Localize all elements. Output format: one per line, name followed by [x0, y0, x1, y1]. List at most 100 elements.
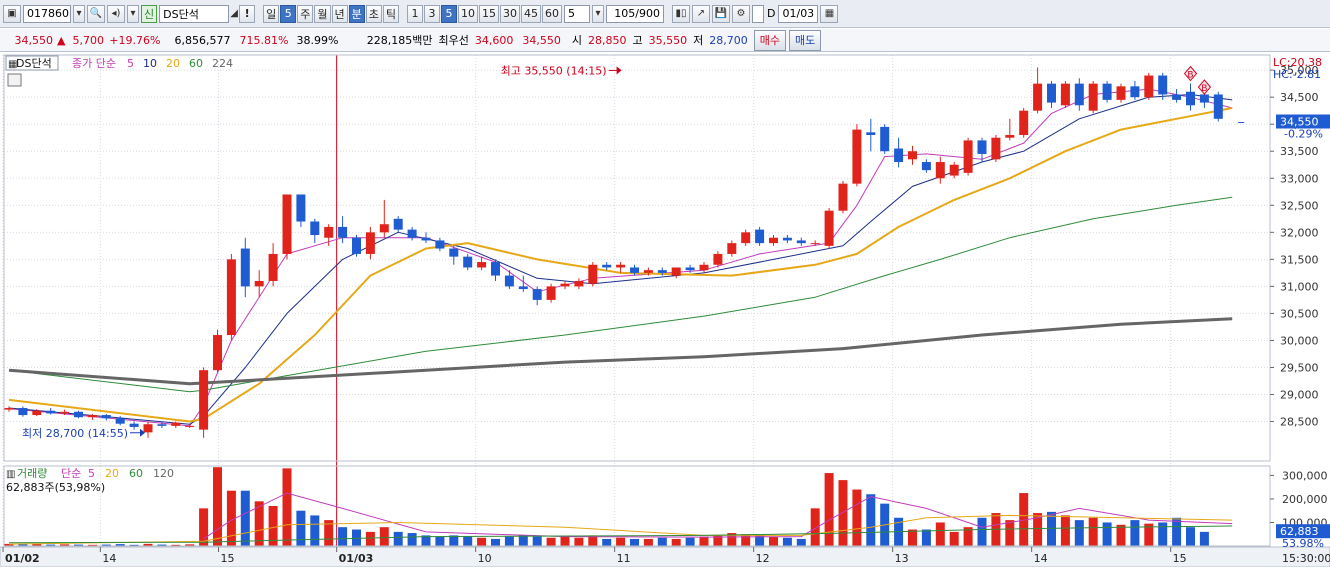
window-menu-icon[interactable]: ▣ — [3, 4, 21, 23]
interval-input[interactable]: 5 — [564, 4, 590, 23]
volume-bar — [129, 544, 139, 546]
low-marker-arrow — [140, 428, 145, 437]
price-tick-label: 33,000 — [1280, 172, 1319, 185]
candle-body — [296, 194, 306, 222]
candle-body — [226, 259, 236, 336]
volume-bar — [449, 535, 459, 546]
high-label: 고 — [632, 34, 643, 47]
volume-bar — [421, 535, 431, 546]
volume-bar — [796, 538, 806, 546]
volume-bar — [866, 494, 876, 546]
period-button-7[interactable]: 틱 — [382, 4, 399, 23]
price-chart[interactable]: 35,00034,50034,00033,50033,00032,50032,0… — [0, 53, 1330, 567]
volume-bar — [782, 537, 792, 546]
candle-body — [199, 370, 209, 430]
candle-body — [824, 210, 834, 246]
candle-type-icon[interactable]: ▮▯ — [672, 4, 690, 23]
candle-body — [60, 411, 70, 414]
candle-body — [310, 221, 320, 236]
search-icon[interactable]: 🔍 — [87, 4, 105, 23]
candle-body — [185, 425, 195, 427]
low-price: 28,700 — [709, 33, 748, 47]
interval-button-2[interactable]: 5 — [441, 4, 457, 23]
legend-ma-10: 10 — [143, 57, 157, 70]
candle-body — [1186, 91, 1195, 106]
save-icon[interactable]: 💾 — [712, 4, 730, 23]
interval-button-7[interactable]: 60 — [542, 4, 562, 23]
buy-button[interactable]: 매수 — [753, 29, 786, 51]
count-field[interactable]: 105/900 — [606, 4, 664, 23]
volume-bar — [491, 538, 500, 546]
signal-marker-label: B — [1187, 71, 1193, 81]
stock-name-field[interactable]: DS단석 — [159, 4, 230, 23]
candle-body — [713, 253, 723, 265]
speaker-icon[interactable]: ◂) — [107, 4, 125, 23]
sell-button[interactable]: 매도 — [788, 29, 822, 51]
candle-body — [935, 162, 945, 179]
volume-bar — [1005, 520, 1015, 546]
quote-bar: 34,550 ▲ 5,700 +19.76% 6,856,577 715.81%… — [0, 29, 1330, 52]
volume-bar — [213, 467, 222, 546]
candle-body — [630, 267, 639, 273]
period-button-1[interactable]: 5 — [280, 4, 297, 23]
time-tick-label: 10 — [478, 552, 492, 565]
volume-bar — [185, 544, 195, 546]
history-dropdown-icon[interactable]: ▾ — [127, 4, 139, 23]
volume-bar — [1186, 527, 1195, 546]
volume-legend-ma-label: 단순 — [61, 467, 81, 480]
signal-marker — [1197, 79, 1212, 95]
candle-body — [908, 151, 917, 160]
candle-body — [129, 423, 139, 427]
gear-icon[interactable]: ⚙ — [732, 4, 750, 23]
period-button-4[interactable]: 년 — [331, 4, 348, 23]
candle-body — [46, 410, 56, 414]
volume-bar — [838, 480, 848, 546]
candle-body — [727, 243, 737, 254]
volume-bars — [4, 467, 1209, 546]
interval-buttons: 1 3 5 10 15 30 45 60 — [407, 4, 562, 23]
time-tick-label: 14 — [102, 552, 116, 565]
date-input[interactable]: 01/03 — [778, 4, 819, 23]
candle-body — [32, 410, 42, 416]
alert-button[interactable]: ! — [239, 4, 256, 23]
volume-bar — [1019, 493, 1029, 546]
volume-bar — [1102, 522, 1112, 546]
candle-body — [1102, 83, 1112, 100]
calendar-icon[interactable]: ▦ — [820, 4, 839, 23]
volume-bar — [727, 533, 737, 546]
candle-body — [407, 229, 417, 238]
interval-dropdown-icon[interactable]: ▾ — [592, 4, 604, 23]
volume-bar — [282, 468, 292, 546]
candle-body — [616, 264, 626, 268]
interval-button-4[interactable]: 15 — [479, 4, 499, 23]
credit-badge: 신 — [141, 4, 158, 23]
current-price-pct: -0.29% — [1284, 127, 1323, 140]
lc-value: LC:20.38 — [1273, 56, 1322, 69]
stock-code-input[interactable]: 017860 — [23, 4, 71, 23]
interval-button-1[interactable]: 3 — [424, 4, 440, 23]
volume-bar — [643, 538, 653, 546]
d-checkbox[interactable] — [752, 4, 764, 23]
interval-button-3[interactable]: 10 — [458, 4, 478, 23]
interval-button-0[interactable]: 1 — [407, 4, 423, 23]
volume-bar — [296, 510, 306, 546]
volume-ma-lines — [8, 492, 1233, 545]
candle-body — [1088, 83, 1098, 111]
volume-bar — [46, 544, 56, 546]
draw-tool-icon[interactable]: ↗ — [692, 4, 710, 23]
volume-bar — [171, 544, 181, 546]
period-button-0[interactable]: 일 — [263, 4, 280, 23]
candle-body — [657, 270, 667, 273]
candle-body — [671, 267, 681, 276]
code-dropdown-icon[interactable]: ▾ — [73, 4, 85, 23]
period-button-3[interactable]: 월 — [314, 4, 331, 23]
volume-bar — [852, 489, 862, 546]
period-button-6[interactable]: 초 — [365, 4, 382, 23]
period-button-2[interactable]: 주 — [297, 4, 314, 23]
interval-button-6[interactable]: 45 — [521, 4, 541, 23]
candle-body — [1199, 94, 1209, 103]
candle-body — [213, 335, 222, 371]
period-button-5[interactable]: 분 — [348, 4, 365, 23]
interval-button-5[interactable]: 30 — [500, 4, 520, 23]
